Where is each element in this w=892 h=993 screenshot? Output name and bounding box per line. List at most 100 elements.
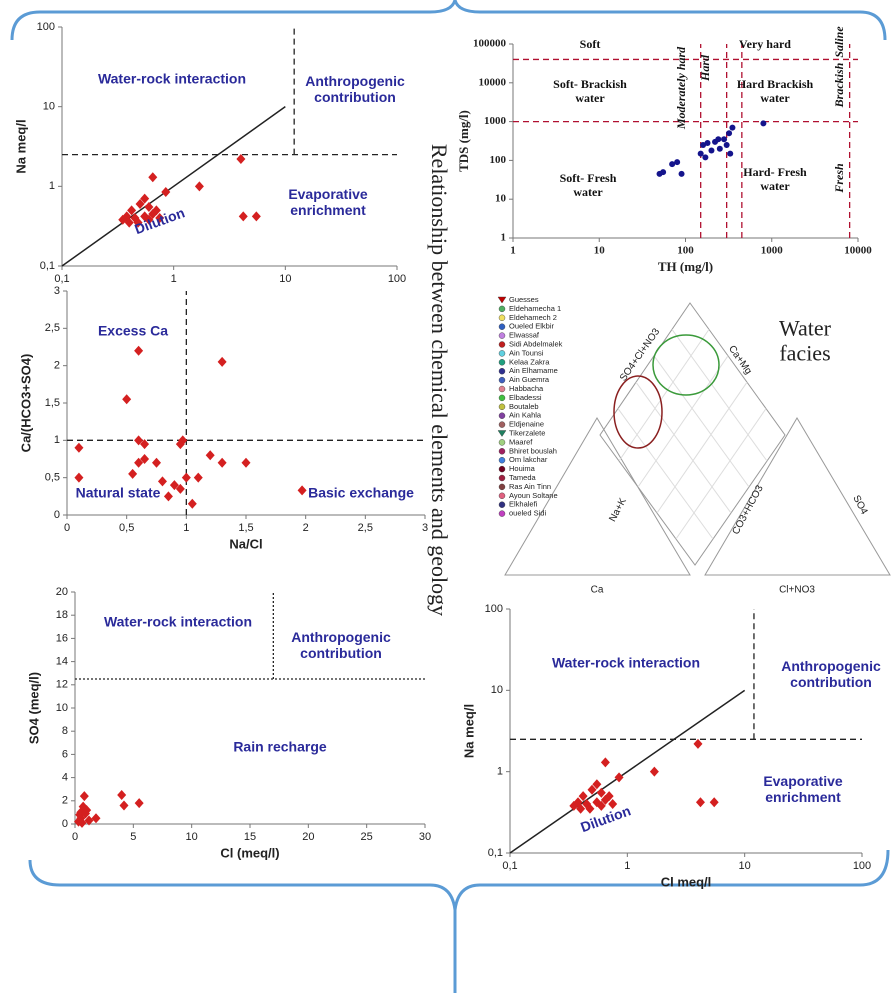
point [649, 766, 659, 777]
annotation: Water-rock interaction [552, 655, 700, 671]
legend-label: Bhiret bouslah [509, 446, 557, 455]
legend-label: Elbadessi [509, 393, 542, 402]
point [217, 356, 227, 367]
point [241, 457, 251, 468]
y-tick-label: 100 [490, 154, 507, 166]
piper-grid [637, 355, 729, 488]
legend-label: Ain Elhamame [509, 366, 558, 375]
point [151, 205, 161, 216]
x-axis-title: TH (mg/l) [658, 259, 713, 274]
point [122, 211, 132, 222]
y-tick-label: 6 [62, 748, 68, 760]
diamond [599, 302, 786, 566]
x-tick-label: 15 [244, 831, 256, 843]
y-tick-label: 3 [54, 285, 60, 297]
legend-marker [498, 510, 506, 517]
piper-grid [617, 408, 714, 540]
x-tick-label: 2 [303, 522, 309, 534]
point [122, 394, 132, 405]
y-tick-label: 16 [56, 632, 68, 644]
point [693, 738, 703, 749]
legend-marker [498, 421, 506, 428]
y-axis-title: Ca/(HCO3+SO4) [18, 354, 33, 453]
annotation: Brackish [832, 62, 846, 108]
piper-grid [675, 408, 767, 540]
piper-frame [504, 302, 891, 576]
legend-marker [498, 492, 506, 499]
point [592, 797, 602, 808]
y-tick-label: 1,5 [45, 397, 60, 409]
x-tick-label: 0 [64, 522, 70, 534]
bottom-bracket [28, 849, 890, 993]
point [660, 169, 667, 176]
triangle [504, 417, 691, 576]
point [716, 145, 723, 152]
point [77, 817, 87, 828]
point [578, 791, 588, 802]
point [178, 435, 188, 446]
point [585, 803, 595, 814]
point [117, 790, 127, 800]
point [697, 150, 704, 157]
legend-marker [498, 501, 506, 508]
y-tick-label: 18 [56, 609, 68, 621]
y-tick-label: 20 [56, 586, 68, 598]
point [238, 211, 248, 222]
x-tick-label: 1,5 [238, 522, 253, 534]
y-tick-label: 1 [49, 180, 55, 192]
legend-marker [497, 430, 507, 437]
legend-marker [498, 394, 506, 402]
y-tick-label: 1 [497, 766, 503, 778]
x-axis-title: Cl meq/l [661, 874, 712, 889]
legend-label: Elkhalefi [509, 500, 538, 509]
point [140, 439, 150, 450]
point [134, 435, 144, 446]
y-tick-label: 0,1 [40, 260, 55, 272]
y-tick-label: 8 [62, 725, 68, 737]
annotation: Saline [832, 26, 846, 58]
legend-label: Tameda [509, 473, 537, 482]
point [608, 799, 618, 810]
y-tick-label: 2,5 [45, 322, 60, 334]
annotation: Fresh [832, 163, 846, 194]
y-tick-label: 0,1 [488, 847, 503, 859]
point [181, 472, 191, 483]
point [187, 498, 197, 509]
legend-marker [498, 305, 506, 313]
legend-marker [498, 323, 506, 330]
legend-label: Ras Ain Tinn [509, 482, 551, 491]
y-axis-title: Na meq/l [461, 704, 476, 758]
annotation: Moderately hard [674, 46, 688, 130]
y-tick-label: 0,5 [45, 472, 60, 484]
x-tick-label: 100 [853, 860, 871, 872]
x-tick-label: 1000 [761, 245, 784, 257]
piper-grid [618, 329, 710, 462]
legend-label: Oueled Elkbir [509, 322, 555, 331]
x-tick-label: 2,5 [358, 522, 373, 534]
legend-label: Ayoun Soltane [509, 491, 558, 500]
annotation: Natural state [76, 485, 161, 501]
y-axis-title: TDS (mg/l) [456, 110, 471, 172]
point [702, 154, 709, 161]
point [674, 159, 681, 166]
x-tick-label: 10 [739, 860, 751, 872]
legend-marker [498, 350, 506, 357]
point [81, 808, 90, 819]
point [163, 491, 173, 502]
legend-label: Eldehamech 2 [509, 313, 557, 322]
legend-marker [497, 296, 507, 304]
point [596, 787, 606, 798]
legend-label: Ain Kahla [509, 411, 542, 420]
x-axis-title: Na/Cl [229, 536, 262, 551]
legend-label: Guesses [509, 295, 539, 304]
legend-label: Houima [509, 464, 536, 473]
legend-marker [498, 412, 506, 419]
point [297, 485, 307, 496]
point [74, 472, 84, 483]
point [727, 150, 734, 157]
annotation: Evaporative enrichment [763, 773, 843, 805]
legend-label: Elwassaf [509, 331, 540, 340]
legend-marker [498, 359, 506, 366]
point [140, 454, 150, 464]
